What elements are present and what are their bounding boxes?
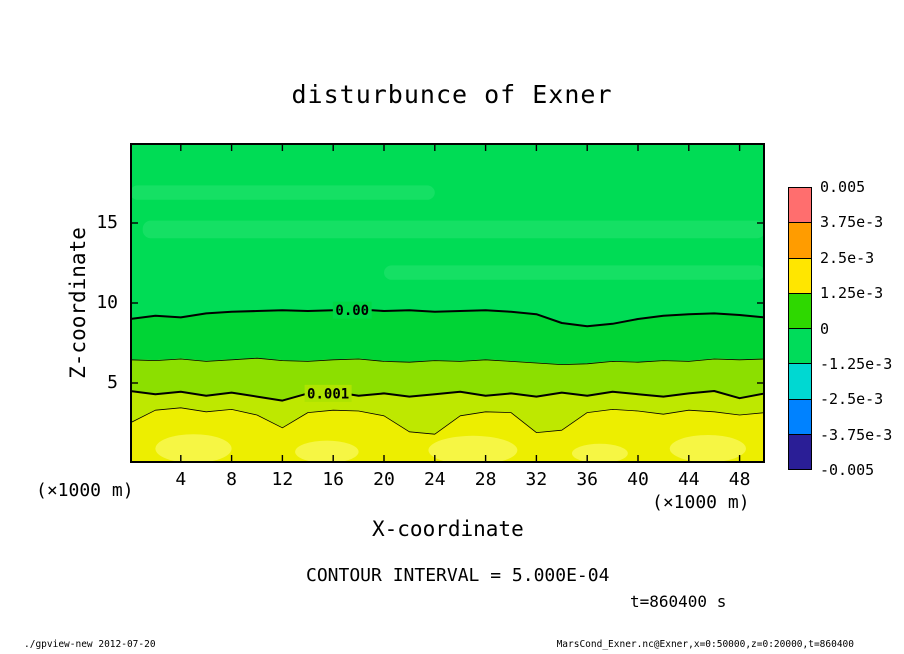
contour-label: 0.001 (307, 386, 349, 402)
x-unit-label-left: (×1000 m) (36, 480, 134, 501)
colorbar-label: 3.75e-3 (820, 213, 884, 232)
contour-line (130, 407, 765, 435)
contour-label-bg (332, 301, 372, 319)
colorbar (788, 187, 812, 470)
colorbar-cell (789, 222, 811, 258)
streak (142, 220, 765, 239)
x-tick-label: 40 (627, 469, 649, 490)
patch (669, 435, 746, 463)
contour-label: 0.00 (335, 303, 369, 319)
colorbar-label: -0.005 (820, 461, 875, 479)
contour-line (130, 390, 765, 402)
footer-command: ./gpview-new 2012-07-20 (24, 639, 156, 650)
colorbar-label: 2.5e-3 (820, 248, 875, 267)
colorbar-cell (789, 433, 811, 469)
colorbar-label: 0 (820, 319, 830, 338)
x-tick-label: 12 (271, 469, 294, 490)
x-tick-label: 44 (677, 469, 700, 490)
x-axis-label: X-coordinate (372, 517, 524, 541)
contour-interval-label: CONTOUR INTERVAL = 5.000E-04 (306, 565, 610, 586)
x-tick-label: 48 (728, 469, 751, 490)
x-unit-label-right: (×1000 m) (652, 492, 750, 513)
colorbar-label: -2.5e-3 (820, 390, 884, 409)
colorbar-cell (789, 257, 811, 293)
plot-title: disturbunce of Exner (291, 80, 613, 109)
plot-frame (130, 143, 765, 463)
colorbar-cell (789, 398, 811, 434)
x-tick-label: 8 (226, 469, 238, 490)
colorbar-label: 0.005 (820, 178, 866, 196)
y-tick-label: 5 (107, 372, 118, 393)
patch (428, 435, 518, 463)
colorbar-cell (789, 363, 811, 399)
time-label: t=860400 s (630, 592, 727, 611)
colorbar-label: -3.75e-3 (820, 425, 893, 444)
contour-label-bg (304, 384, 352, 402)
x-tick-label: 24 (423, 469, 446, 490)
x-tick-label: 28 (474, 469, 497, 490)
footer-source: MarsCond_Exner.nc@Exner,x=0:50000,z=0:20… (556, 639, 854, 650)
x-tick-label: 36 (576, 469, 599, 490)
x-tick-label: 20 (373, 469, 395, 490)
colorbar-label: 1.25e-3 (820, 284, 884, 303)
contour-line (130, 357, 765, 366)
patch (155, 434, 232, 463)
streak (130, 185, 435, 200)
contour-plot: 0.00 0.001 (130, 143, 765, 463)
fill-band (130, 308, 765, 366)
y-tick-label: 15 (96, 212, 118, 233)
colorbar-cell (789, 328, 811, 364)
colorbar-cell (789, 188, 811, 223)
patch (295, 440, 359, 463)
patch (571, 443, 628, 463)
x-tick-label: 32 (525, 469, 548, 490)
streak (384, 265, 765, 280)
x-tick-label: 4 (175, 469, 187, 490)
y-tick-label: 10 (96, 292, 118, 313)
colorbar-cell (789, 292, 811, 328)
colorbar-label: -1.25e-3 (820, 354, 893, 373)
contour-line (130, 308, 765, 328)
x-tick-label: 16 (322, 469, 345, 490)
